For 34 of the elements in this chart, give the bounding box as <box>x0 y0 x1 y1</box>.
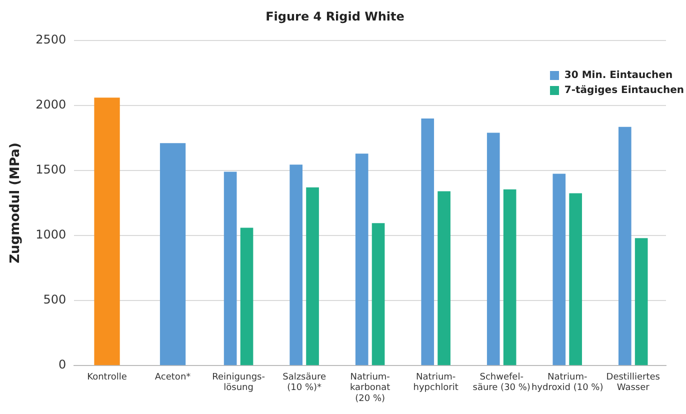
bar <box>240 228 254 366</box>
bar <box>503 189 516 366</box>
legend-label: 7-tägiges Eintauchen <box>564 85 684 96</box>
bar <box>569 193 582 366</box>
x-tick-label: Natrium- hydroxid (10 %) <box>531 372 604 394</box>
bar <box>306 187 319 366</box>
x-tick-label: Salzsäure (10 %)* <box>282 372 326 394</box>
y-tick-label: 500 <box>43 292 66 307</box>
bar <box>290 164 302 366</box>
bar <box>486 132 500 366</box>
chart-title: Figure 4 Rigid White <box>266 9 404 24</box>
legend-label: 30 Min. Eintauchen <box>564 70 673 81</box>
x-tick-label: Kontrolle <box>87 372 128 382</box>
y-tick-label: 0 <box>58 358 66 372</box>
bar <box>94 98 120 366</box>
bar <box>421 118 434 366</box>
bar <box>618 126 632 366</box>
bar <box>355 154 368 366</box>
y-tick-label: 1500 <box>36 162 66 177</box>
bar <box>438 191 450 366</box>
y-tick-label: 2500 <box>36 32 66 47</box>
x-tick-label: Reinigungs- lösung <box>212 372 265 394</box>
x-tick-label: Schwefel- säure (30 %) <box>472 372 530 394</box>
bar <box>552 174 566 366</box>
bar <box>634 238 648 366</box>
y-axis-title: Zugmodul (MPa) <box>8 142 24 264</box>
y-tick-label: 1000 <box>36 228 66 242</box>
x-tick-label: Destilliertes Wasser <box>606 372 660 394</box>
y-tick-label: 2000 <box>36 98 66 112</box>
bar <box>372 223 385 366</box>
bar <box>224 172 237 366</box>
x-tick-label: Aceton* <box>154 372 192 382</box>
x-tick-label: Natrium- karbonat (20 %) <box>350 372 391 404</box>
x-tick-label: Natrium- hypchlorit <box>413 372 459 394</box>
